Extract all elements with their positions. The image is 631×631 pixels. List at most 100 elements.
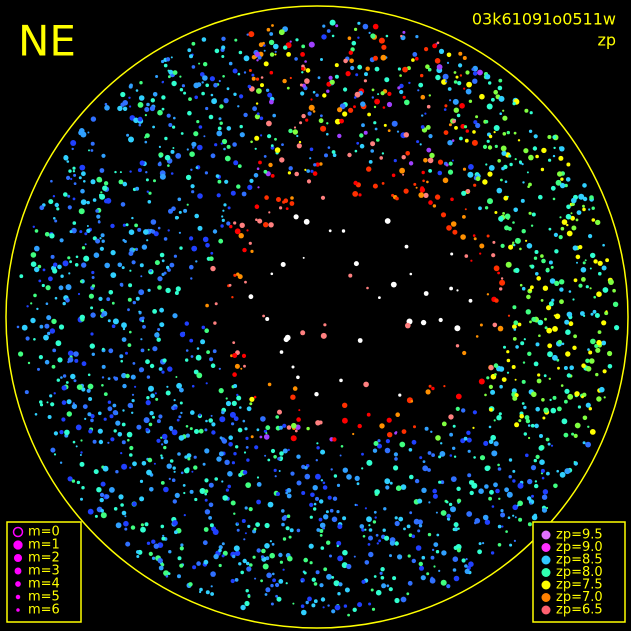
star	[368, 31, 371, 34]
star	[590, 312, 594, 316]
star	[411, 558, 416, 564]
star	[497, 325, 504, 332]
star	[374, 66, 380, 72]
star	[497, 159, 502, 163]
star	[541, 147, 547, 154]
star	[257, 55, 262, 60]
star	[407, 554, 411, 558]
star	[537, 319, 544, 326]
star	[224, 459, 230, 465]
star	[386, 101, 393, 108]
star	[79, 454, 82, 456]
star	[228, 283, 232, 287]
star	[440, 480, 445, 485]
star	[490, 551, 495, 555]
star	[86, 388, 91, 393]
star	[183, 208, 188, 213]
star	[107, 377, 111, 380]
star	[230, 578, 235, 584]
star	[193, 465, 198, 470]
star	[290, 196, 294, 200]
star	[296, 528, 301, 533]
star	[492, 240, 496, 244]
star	[326, 573, 332, 580]
m-legend-marker	[15, 594, 21, 600]
star	[578, 245, 583, 250]
star	[255, 522, 260, 527]
star	[404, 244, 409, 249]
star	[174, 291, 179, 295]
star	[44, 323, 50, 329]
star	[486, 139, 490, 143]
star	[69, 260, 72, 264]
star	[523, 405, 527, 410]
star	[506, 350, 510, 354]
star	[392, 576, 397, 581]
star	[497, 543, 502, 547]
star	[276, 492, 280, 496]
star	[559, 287, 564, 292]
star	[58, 324, 65, 330]
star	[471, 482, 478, 489]
star	[359, 133, 364, 138]
star	[92, 439, 97, 444]
star	[211, 422, 216, 427]
star	[573, 278, 578, 283]
star	[477, 549, 482, 555]
star	[292, 386, 298, 391]
star	[300, 91, 305, 96]
star	[181, 84, 185, 88]
star	[512, 469, 516, 473]
star	[227, 471, 233, 477]
star	[462, 167, 467, 171]
star	[301, 44, 306, 49]
star	[168, 477, 171, 480]
star	[203, 527, 209, 532]
star	[244, 600, 250, 607]
star	[159, 307, 165, 313]
star	[482, 144, 488, 149]
star	[521, 402, 525, 405]
star	[84, 243, 87, 246]
star	[180, 543, 184, 547]
star	[494, 298, 499, 303]
star	[283, 515, 288, 519]
star	[267, 134, 272, 139]
star	[488, 365, 494, 371]
star	[357, 602, 363, 608]
star	[528, 182, 532, 187]
star	[301, 491, 306, 495]
star	[221, 218, 225, 222]
star	[468, 164, 474, 170]
star	[520, 198, 525, 203]
zp-legend-marker	[541, 555, 551, 565]
star	[86, 200, 90, 205]
star	[234, 578, 239, 582]
star	[538, 445, 544, 451]
star	[32, 225, 35, 228]
star	[176, 418, 180, 422]
star	[239, 124, 243, 129]
star	[147, 288, 151, 292]
star	[376, 138, 380, 142]
star	[149, 487, 154, 492]
star	[63, 155, 69, 161]
star	[191, 470, 194, 473]
star	[322, 485, 328, 490]
star	[467, 449, 471, 453]
star	[301, 67, 305, 71]
star	[234, 228, 241, 235]
star	[482, 542, 485, 545]
star	[99, 492, 105, 497]
star	[404, 99, 410, 106]
star	[465, 558, 468, 561]
star	[253, 173, 259, 178]
star	[262, 314, 265, 318]
star	[426, 572, 430, 576]
star	[328, 229, 332, 233]
star	[160, 454, 163, 457]
star	[395, 485, 402, 492]
star	[88, 429, 93, 434]
star	[420, 73, 424, 78]
